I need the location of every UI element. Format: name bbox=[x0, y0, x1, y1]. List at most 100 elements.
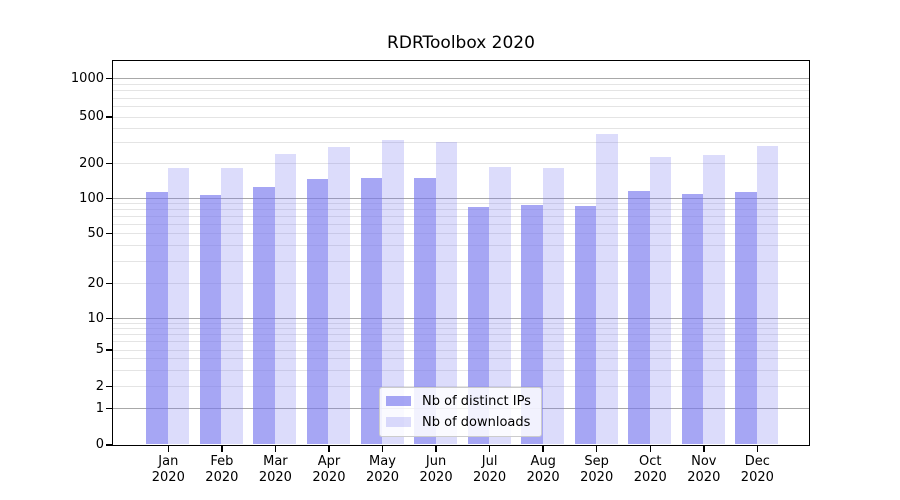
gridline-300 bbox=[113, 142, 809, 144]
gridline-90 bbox=[113, 203, 809, 205]
x-tick-label-oct: Oct 2020 bbox=[618, 454, 682, 486]
x-tick-mark bbox=[756, 446, 759, 452]
gridline-800 bbox=[113, 90, 809, 92]
y-tick-mark bbox=[106, 232, 113, 235]
bar-ips-aug bbox=[521, 205, 543, 445]
x-tick-label-year: 2020 bbox=[740, 470, 774, 485]
y-tick-mark bbox=[106, 77, 113, 80]
legend-row-ips: Nb of distinct IPs bbox=[386, 394, 531, 409]
x-tick-mark bbox=[488, 446, 491, 452]
bar-ips-feb bbox=[199, 194, 222, 445]
x-tick-label-may: May 2020 bbox=[351, 454, 415, 486]
y-tick-label-50: 50 bbox=[87, 225, 104, 241]
x-tick-label-apr: Apr 2020 bbox=[297, 454, 361, 486]
gridline-200 bbox=[113, 163, 809, 164]
x-tick-label-year: 2020 bbox=[151, 470, 185, 485]
x-tick-label-year: 2020 bbox=[205, 470, 239, 485]
gridline-70 bbox=[113, 216, 809, 217]
gridline-4 bbox=[113, 358, 809, 360]
gridline-7 bbox=[113, 334, 809, 336]
x-tick-label-nov: Nov 2020 bbox=[672, 454, 736, 486]
y-tick-label-10: 10 bbox=[87, 310, 104, 326]
bar-downloads-apr bbox=[328, 147, 350, 445]
x-tick-mark bbox=[435, 446, 437, 452]
bar-downloads-dec bbox=[756, 145, 779, 445]
bar-downloads-sep bbox=[596, 134, 618, 445]
y-tick-label-500: 500 bbox=[79, 109, 104, 124]
x-tick-label-year: 2020 bbox=[365, 470, 400, 485]
bar-ips-mar bbox=[253, 186, 275, 445]
gridline-700 bbox=[113, 97, 809, 99]
bar-ips-oct bbox=[628, 191, 650, 445]
legend: Nb of distinct IPs Nb of downloads bbox=[379, 386, 542, 437]
x-tick-mark bbox=[595, 446, 598, 452]
x-tick-label-year: 2020 bbox=[687, 470, 721, 485]
x-tick-mark bbox=[703, 446, 705, 452]
y-tick-mark bbox=[106, 349, 113, 351]
y-tick-mark bbox=[106, 317, 113, 320]
x-tick-label-year: 2020 bbox=[526, 470, 560, 485]
x-tick-mark bbox=[542, 446, 544, 452]
bar-ips-jan bbox=[146, 192, 168, 445]
y-tick-mark bbox=[106, 444, 113, 446]
bar-ips-jun bbox=[414, 177, 436, 445]
legend-row-downloads: Nb of downloads bbox=[386, 415, 531, 430]
x-tick-mark bbox=[649, 446, 651, 452]
gridline-60 bbox=[113, 223, 809, 225]
x-tick-label-year: 2020 bbox=[633, 470, 667, 485]
gridline-5 bbox=[113, 349, 809, 351]
bar-downloads-aug bbox=[542, 168, 565, 445]
gridline-80 bbox=[113, 209, 809, 211]
gridline-6 bbox=[113, 341, 809, 343]
gridline-40 bbox=[113, 245, 809, 247]
bar-ips-nov bbox=[681, 193, 704, 445]
x-tick-mark bbox=[328, 446, 330, 452]
gridline-600 bbox=[113, 106, 809, 108]
x-tick-label-year: 2020 bbox=[473, 470, 507, 485]
legend-swatch-icon bbox=[386, 417, 411, 427]
bar-downloads-feb bbox=[221, 168, 243, 445]
bar-downloads-nov bbox=[703, 155, 725, 445]
x-tick-label-mar: Mar 2020 bbox=[243, 454, 307, 486]
gridline-20 bbox=[113, 283, 809, 284]
chart-title: RDRToolbox 2020 bbox=[387, 33, 535, 53]
bar-downloads-jul bbox=[489, 167, 511, 445]
x-tick-mark bbox=[167, 446, 170, 452]
bar-downloads-jan bbox=[167, 167, 190, 445]
bar-ips-jul bbox=[467, 206, 490, 445]
y-tick-label-1: 1 bbox=[95, 400, 104, 416]
y-tick-label-5: 5 bbox=[95, 342, 104, 357]
bar-downloads-oct bbox=[649, 157, 672, 445]
x-tick-label-year: 2020 bbox=[258, 470, 292, 485]
y-tick-label-20: 20 bbox=[87, 275, 104, 291]
y-tick-mark bbox=[106, 407, 113, 410]
x-tick-label-year: 2020 bbox=[419, 470, 453, 485]
x-tick-label-jan: Jan 2020 bbox=[136, 454, 200, 486]
x-tick-mark bbox=[274, 446, 277, 452]
gridline-50 bbox=[113, 233, 809, 234]
gridline-1000 bbox=[113, 78, 809, 79]
gridline-3 bbox=[113, 369, 809, 371]
legend-label: Nb of distinct IPs bbox=[422, 393, 531, 409]
bar-ips-apr bbox=[306, 179, 329, 445]
bar-ips-may bbox=[360, 177, 382, 445]
bar-downloads-jun bbox=[435, 141, 458, 445]
x-tick-label-year: 2020 bbox=[312, 470, 346, 485]
y-tick-label-100: 100 bbox=[79, 190, 104, 206]
legend-label: Nb of downloads bbox=[422, 414, 531, 430]
x-tick-label-aug: Aug 2020 bbox=[511, 454, 575, 486]
x-tick-label-dec: Dec 2020 bbox=[725, 454, 789, 486]
x-tick-label-sep: Sep 2020 bbox=[565, 454, 629, 486]
x-tick-label-jul: Jul 2020 bbox=[458, 454, 522, 486]
y-tick-mark bbox=[106, 162, 113, 165]
gridline-10 bbox=[113, 318, 809, 319]
y-tick-label-1000: 1000 bbox=[70, 70, 104, 86]
y-tick-mark bbox=[106, 385, 113, 388]
y-tick-mark bbox=[106, 116, 113, 118]
y-tick-mark bbox=[106, 197, 113, 200]
bar-downloads-mar bbox=[274, 153, 297, 445]
bar-ips-dec bbox=[735, 191, 757, 445]
gridline-8 bbox=[113, 328, 809, 330]
gridline-30 bbox=[113, 260, 809, 262]
